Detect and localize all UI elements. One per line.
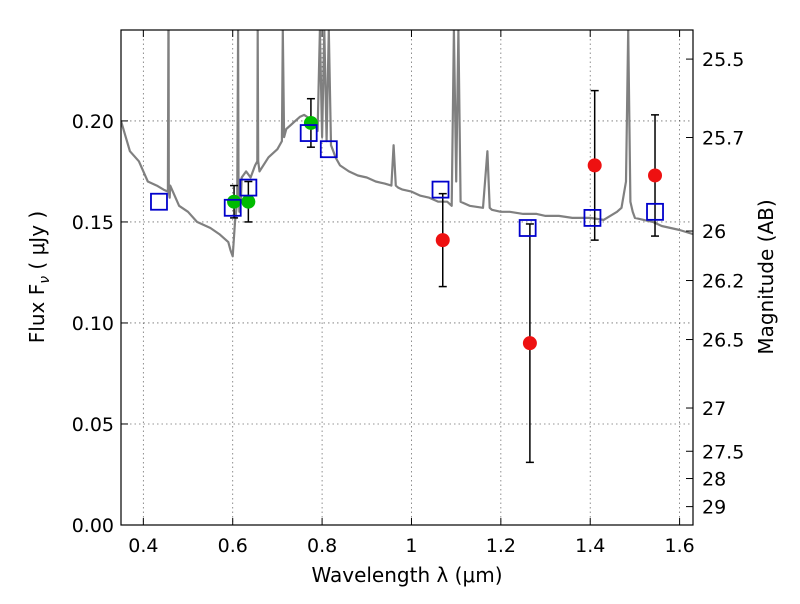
nir-data-point [648, 168, 663, 183]
right-tick-label: 25.5 [702, 49, 744, 71]
y-tick-label: 0.05 [72, 414, 114, 436]
model-band-square [583, 208, 602, 227]
right-tick-label: 26.5 [702, 330, 744, 352]
grid [121, 30, 693, 526]
right-tick-label: 29 [702, 497, 726, 519]
y-axis-title: Flux Fν ( μJy ) [25, 211, 53, 343]
right-tick-label: 26.2 [702, 271, 744, 293]
model-band-square [646, 202, 664, 221]
right-axis-title: Magnitude (AB) [754, 199, 778, 354]
y-axis-title-unit: ( μJy ) [25, 211, 49, 276]
y-tick-label: 0.10 [72, 313, 114, 335]
model-band-square [223, 198, 242, 217]
x-tick-label: 1.2 [486, 535, 516, 557]
right-tick-label: 26 [702, 221, 726, 243]
error-bars [230, 89, 660, 464]
x-tick-label: 1 [405, 535, 417, 557]
model-band-square [431, 180, 450, 199]
nir-data-point [522, 336, 537, 351]
y-tick-label: 0.20 [72, 111, 114, 133]
model-band-square [150, 192, 168, 211]
optical-data-point [241, 194, 256, 209]
right-tick-label: 27.5 [702, 441, 744, 463]
x-tick-label: 0.4 [128, 535, 158, 557]
model-band-square [518, 219, 537, 237]
y-axis-title-sub: ν [37, 276, 53, 284]
model-band-square [319, 140, 338, 159]
x-axis-title: Wavelength λ (μm) [311, 563, 502, 587]
plot-frame [120, 29, 694, 526]
x-tick-label: 1.4 [575, 535, 605, 557]
model-band-square [299, 124, 318, 142]
y-tick-label: 0.00 [72, 515, 114, 537]
nir-data-point [435, 233, 450, 248]
axes: 0.4 0.6 0.8 1 1.2 1.4 1.6 0.00 0.05 0.10 0.15 0.20 2… [72, 30, 744, 557]
model-band-square [239, 178, 258, 197]
y-axis-title-main: Flux F [25, 284, 49, 343]
x-tick-label: 0.8 [307, 535, 337, 557]
optical-data-point [227, 194, 242, 209]
right-tick-label: 25.7 [702, 127, 744, 149]
nir-data-point [587, 158, 602, 173]
optical-data-point [303, 115, 318, 130]
x-tick-label: 0.6 [218, 535, 248, 557]
y-tick-label: 0.15 [72, 212, 114, 234]
right-tick-label: 27 [702, 398, 726, 420]
model-spectrum [121, 30, 693, 258]
x-tick-label: 1.6 [664, 535, 694, 557]
spectrum-line [121, 30, 693, 258]
right-tick-label: 28 [702, 469, 726, 491]
data-points [150, 115, 664, 351]
